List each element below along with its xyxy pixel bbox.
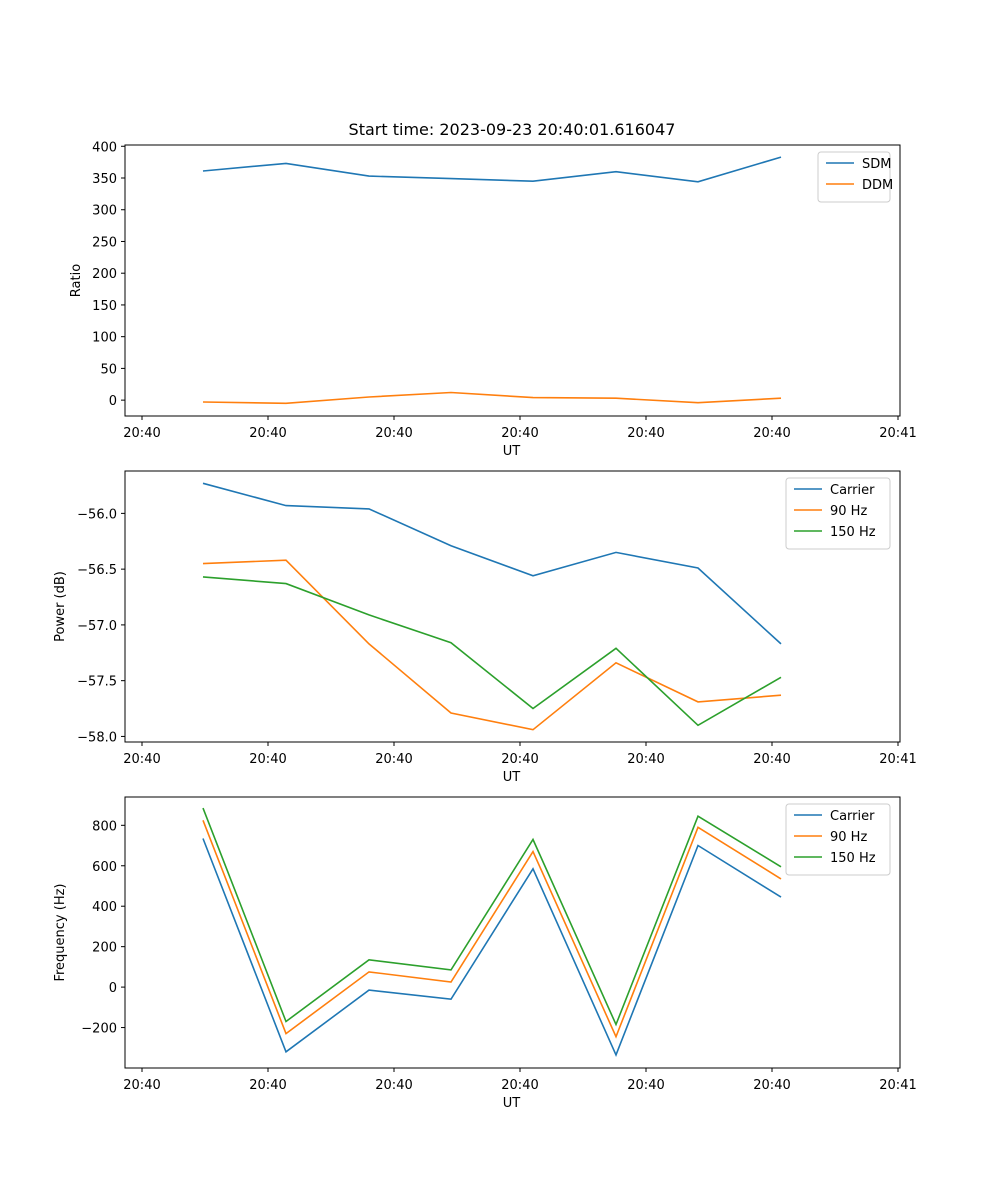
series-line-carrier	[202, 838, 782, 1057]
x-tick-label: 20:40	[123, 426, 160, 441]
y-axis-label: Ratio	[69, 264, 84, 297]
x-tick-label: 20:40	[375, 752, 412, 767]
legend-box	[817, 151, 891, 203]
series-line-150-hz	[202, 807, 782, 1027]
legend-label: DDM	[862, 178, 893, 193]
legend-label: SDM	[862, 157, 891, 172]
x-tick-label: 20:41	[879, 1078, 916, 1093]
chart-panel-3: −200 0 200 400 600 800 20:40 20:40 20:40 20:40 20:…	[53, 796, 917, 1111]
x-axis-label: UT	[503, 770, 521, 785]
y-tick-label: 800	[92, 819, 117, 834]
y-tick-label: 200	[92, 267, 117, 282]
legend-label: 150 Hz	[830, 851, 876, 866]
y-tick-label: 150	[92, 299, 117, 314]
legend-label: Carrier	[830, 483, 875, 498]
legend: Carrier 90 Hz 150 Hz	[785, 803, 891, 876]
series-line-sdm	[202, 156, 782, 183]
y-tick-label: −56.0	[77, 507, 117, 522]
axes-frame	[124, 796, 901, 1069]
y-tick-label: 0	[109, 394, 117, 409]
x-tick-label: 20:40	[249, 426, 286, 441]
x-tick-label: 20:40	[123, 752, 160, 767]
series-line-90-hz	[202, 559, 782, 731]
x-tick-label: 20:40	[753, 426, 790, 441]
x-tick-label: 20:40	[753, 1078, 790, 1093]
y-tick-label: 300	[92, 204, 117, 219]
x-tick-label: 20:40	[249, 1078, 286, 1093]
series-line-90-hz	[202, 820, 782, 1039]
series-line-ddm	[202, 391, 782, 405]
x-tick-label: 20:40	[753, 752, 790, 767]
y-axis-label: Power (dB)	[53, 571, 68, 642]
legend-label: 90 Hz	[830, 830, 867, 845]
x-tick-label: 20:41	[879, 426, 916, 441]
y-axis-label: Frequency (Hz)	[53, 883, 68, 981]
y-tick-label: 200	[92, 941, 117, 956]
y-tick-label: 400	[92, 900, 117, 915]
legend-label: Carrier	[830, 809, 875, 824]
x-axis-label: UT	[503, 444, 521, 459]
y-tick-label: −58.0	[77, 730, 117, 745]
legend: Carrier 90 Hz 150 Hz	[785, 477, 891, 550]
chart-panel-2: −58.0 −57.5 −57.0 −56.5 −56.0 20:40 20:40 20:40…	[53, 470, 917, 785]
y-tick-label: −200	[81, 1022, 117, 1037]
x-tick-label: 20:41	[879, 752, 916, 767]
axes-frame	[124, 144, 901, 417]
x-tick-label: 20:40	[249, 752, 286, 767]
chart-panel-1: 0 50 100 150 200 250 300 350 400 20:40 20:40 20:40 2…	[69, 140, 917, 459]
y-tick-label: 350	[92, 172, 117, 187]
x-tick-label: 20:40	[627, 752, 664, 767]
x-tick-label: 20:40	[627, 426, 664, 441]
x-tick-label: 20:40	[501, 1078, 538, 1093]
y-tick-label: −57.0	[77, 619, 117, 634]
x-tick-label: 20:40	[123, 1078, 160, 1093]
x-tick-label: 20:40	[627, 1078, 664, 1093]
series-line-150-hz	[202, 576, 782, 727]
legend: SDM DDM	[817, 151, 893, 203]
legend-label: 150 Hz	[830, 525, 876, 540]
y-tick-label: 250	[92, 235, 117, 250]
y-tick-label: 0	[109, 981, 117, 996]
legend-label: 90 Hz	[830, 504, 867, 519]
y-tick-label: 100	[92, 331, 117, 346]
y-tick-label: 400	[92, 140, 117, 155]
x-tick-label: 20:40	[375, 426, 412, 441]
x-tick-label: 20:40	[501, 752, 538, 767]
y-tick-label: 600	[92, 860, 117, 875]
x-tick-label: 20:40	[375, 1078, 412, 1093]
y-tick-label: −56.5	[77, 563, 117, 578]
x-tick-label: 20:40	[501, 426, 538, 441]
figure-title: Start time: 2023-09-23 20:40:01.616047	[349, 120, 676, 139]
x-axis-label: UT	[503, 1096, 521, 1111]
y-tick-label: −57.5	[77, 675, 117, 690]
axes-frame	[124, 470, 901, 743]
y-tick-label: 50	[100, 362, 117, 377]
series-line-carrier	[202, 482, 782, 645]
